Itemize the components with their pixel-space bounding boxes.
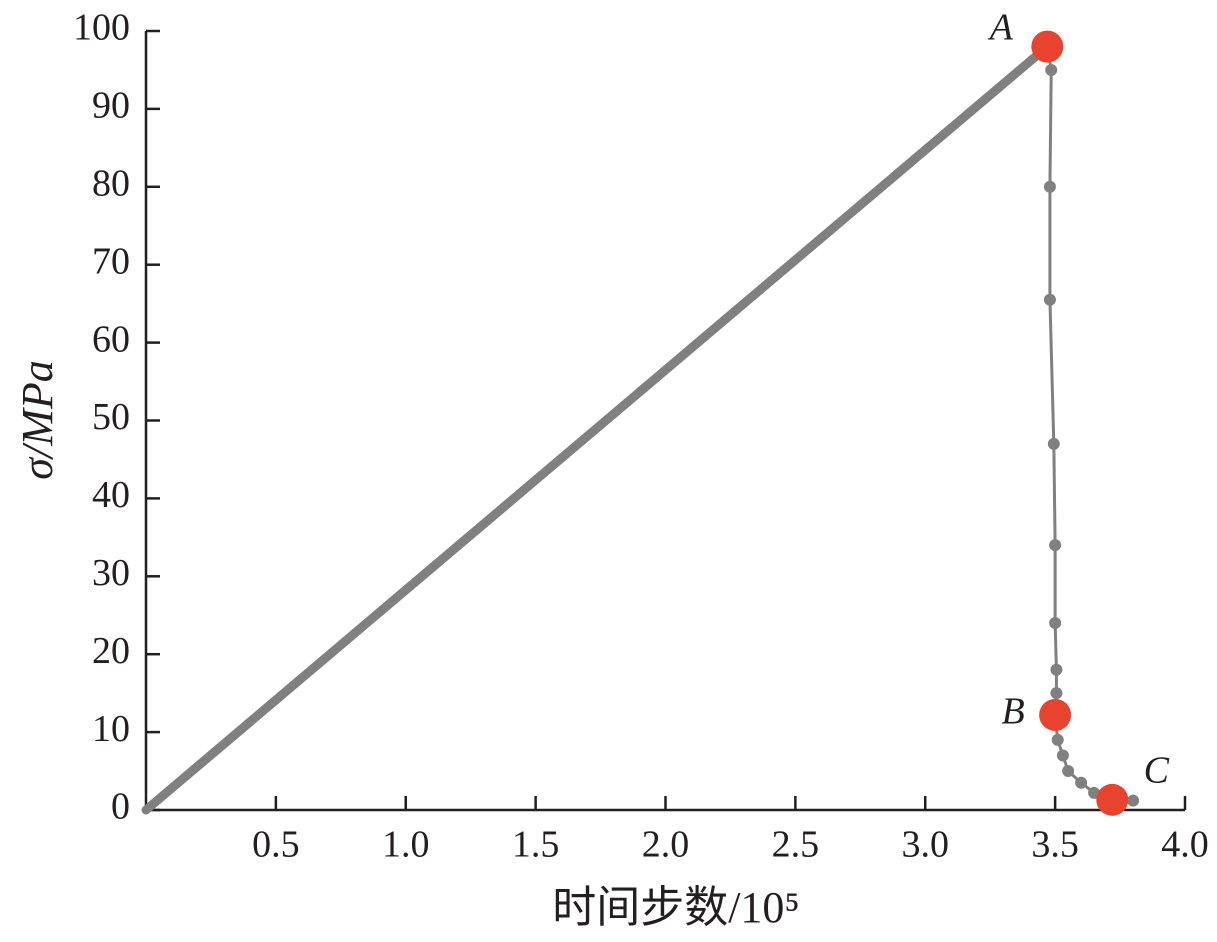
point-label: B bbox=[1002, 691, 1025, 733]
point-label: C bbox=[1144, 750, 1170, 792]
y-tick-label: 50 bbox=[92, 396, 130, 438]
point-marker bbox=[1039, 698, 1072, 731]
data-point bbox=[1045, 63, 1058, 76]
x-tick-label: 4.0 bbox=[1161, 824, 1209, 866]
y-tick-label: 60 bbox=[92, 318, 130, 360]
y-tick-label: 80 bbox=[92, 163, 130, 205]
x-tick-label: 1.0 bbox=[382, 824, 430, 866]
data-point bbox=[1049, 539, 1062, 552]
y-tick-label: 100 bbox=[73, 7, 130, 49]
data-point bbox=[1062, 765, 1075, 778]
x-tick-label: 2.0 bbox=[642, 824, 690, 866]
y-tick-label: 70 bbox=[92, 240, 130, 282]
data-point bbox=[1050, 663, 1063, 676]
x-tick-label: 3.0 bbox=[902, 824, 950, 866]
data-point bbox=[1049, 617, 1062, 630]
y-tick-label: 40 bbox=[92, 474, 130, 516]
y-tick-label: 20 bbox=[92, 630, 130, 672]
data-point bbox=[1051, 733, 1064, 746]
y-tick-label: 0 bbox=[111, 786, 130, 828]
data-point bbox=[1043, 180, 1056, 193]
y-tick-label: 10 bbox=[92, 708, 130, 750]
series-line bbox=[141, 42, 1052, 815]
data-point bbox=[1043, 293, 1056, 306]
point-label: A bbox=[987, 6, 1014, 48]
data-point bbox=[1047, 437, 1060, 450]
x-tick-label: 3.5 bbox=[1031, 824, 1079, 866]
y-axis-label: σ/MPa bbox=[13, 360, 62, 479]
point-marker bbox=[1096, 783, 1129, 816]
data-point bbox=[1075, 776, 1088, 789]
x-tick-label: 2.5 bbox=[772, 824, 820, 866]
data-point bbox=[1127, 794, 1140, 807]
x-axis-label: 时间步数/10⁵ bbox=[552, 883, 800, 932]
series-line bbox=[1045, 45, 1135, 803]
x-tick-label: 1.5 bbox=[512, 824, 560, 866]
data-point bbox=[1050, 687, 1063, 700]
y-tick-label: 90 bbox=[92, 85, 130, 127]
data-point bbox=[1056, 749, 1069, 762]
y-tick-label: 30 bbox=[92, 552, 130, 594]
point-marker bbox=[1031, 30, 1064, 63]
x-tick-label: 0.5 bbox=[252, 824, 300, 866]
